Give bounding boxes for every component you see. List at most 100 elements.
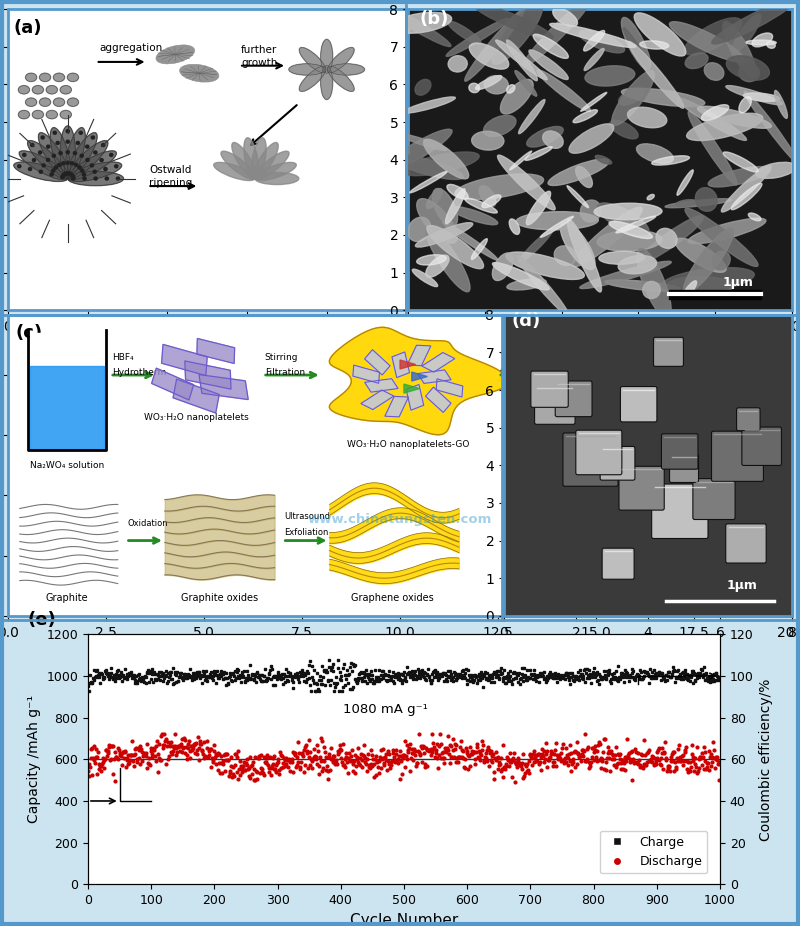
Polygon shape	[601, 371, 624, 382]
Circle shape	[71, 174, 74, 178]
Ellipse shape	[244, 138, 258, 179]
Ellipse shape	[743, 93, 780, 102]
Ellipse shape	[67, 141, 108, 180]
Circle shape	[83, 177, 86, 180]
Discharge	[157, 729, 166, 740]
Ellipse shape	[496, 40, 547, 80]
FancyBboxPatch shape	[555, 381, 592, 417]
Polygon shape	[589, 382, 613, 393]
Discharge	[715, 758, 725, 770]
Y-axis label: Coulombic efficiency/%: Coulombic efficiency/%	[759, 678, 773, 841]
Ellipse shape	[554, 246, 576, 266]
Ellipse shape	[39, 98, 50, 106]
Polygon shape	[392, 352, 410, 378]
X-axis label: Cycle Number: Cycle Number	[350, 913, 458, 926]
Ellipse shape	[524, 0, 591, 66]
Circle shape	[116, 177, 119, 180]
Ellipse shape	[426, 226, 483, 269]
Ellipse shape	[774, 91, 787, 119]
Circle shape	[68, 172, 70, 175]
Ellipse shape	[616, 216, 656, 233]
Circle shape	[70, 162, 74, 165]
Ellipse shape	[567, 186, 589, 207]
Circle shape	[65, 172, 68, 175]
Ellipse shape	[704, 63, 724, 81]
Polygon shape	[404, 384, 420, 393]
Ellipse shape	[26, 73, 37, 81]
Ellipse shape	[255, 162, 296, 181]
Ellipse shape	[448, 56, 467, 72]
Ellipse shape	[156, 44, 194, 64]
Ellipse shape	[609, 221, 652, 239]
Ellipse shape	[702, 105, 729, 120]
Ellipse shape	[410, 171, 447, 193]
Circle shape	[52, 155, 55, 157]
Ellipse shape	[685, 208, 758, 267]
Circle shape	[30, 144, 34, 146]
Ellipse shape	[390, 155, 463, 180]
Text: Oxidation: Oxidation	[127, 519, 168, 528]
Ellipse shape	[548, 159, 609, 185]
Circle shape	[54, 166, 58, 169]
Ellipse shape	[68, 162, 122, 181]
Circle shape	[93, 170, 96, 173]
Ellipse shape	[622, 88, 705, 106]
Ellipse shape	[448, 21, 481, 44]
Ellipse shape	[688, 111, 737, 185]
Ellipse shape	[526, 127, 563, 147]
Polygon shape	[611, 347, 632, 366]
Circle shape	[46, 145, 50, 148]
Circle shape	[39, 170, 42, 173]
Ellipse shape	[60, 126, 75, 179]
Ellipse shape	[465, 198, 498, 213]
Ellipse shape	[685, 53, 708, 69]
Ellipse shape	[415, 222, 473, 247]
Ellipse shape	[612, 70, 654, 125]
FancyBboxPatch shape	[711, 432, 763, 482]
Ellipse shape	[469, 83, 479, 93]
Circle shape	[66, 130, 70, 132]
FancyBboxPatch shape	[576, 431, 622, 475]
Polygon shape	[570, 332, 740, 424]
FancyBboxPatch shape	[737, 407, 760, 431]
Polygon shape	[418, 370, 451, 383]
Text: (d): (d)	[511, 312, 541, 331]
Ellipse shape	[685, 18, 742, 55]
Circle shape	[100, 158, 103, 162]
Ellipse shape	[327, 66, 354, 92]
Circle shape	[86, 145, 89, 148]
Ellipse shape	[471, 239, 487, 259]
Circle shape	[110, 154, 113, 156]
FancyBboxPatch shape	[602, 548, 634, 580]
Ellipse shape	[506, 252, 584, 280]
FancyBboxPatch shape	[534, 385, 575, 424]
Ellipse shape	[766, 42, 775, 48]
Ellipse shape	[32, 85, 43, 94]
Text: WO₃·H₂O nanoplatelets: WO₃·H₂O nanoplatelets	[144, 413, 249, 422]
Polygon shape	[162, 344, 207, 376]
Polygon shape	[652, 377, 674, 385]
Ellipse shape	[501, 80, 533, 114]
Text: (d): (d)	[538, 457, 566, 475]
Ellipse shape	[382, 130, 452, 172]
Ellipse shape	[708, 167, 770, 187]
Ellipse shape	[722, 166, 771, 212]
Ellipse shape	[32, 110, 43, 119]
FancyBboxPatch shape	[670, 455, 698, 482]
Ellipse shape	[492, 253, 514, 281]
Ellipse shape	[498, 155, 555, 210]
Polygon shape	[653, 387, 675, 406]
Ellipse shape	[214, 162, 255, 181]
Ellipse shape	[179, 64, 219, 82]
Circle shape	[62, 162, 65, 165]
Ellipse shape	[623, 28, 649, 69]
Ellipse shape	[470, 43, 509, 69]
Text: ripening: ripening	[150, 178, 193, 188]
Ellipse shape	[515, 70, 537, 96]
Circle shape	[78, 166, 81, 169]
Ellipse shape	[447, 184, 468, 199]
Ellipse shape	[19, 151, 68, 180]
Ellipse shape	[50, 128, 71, 179]
Discharge	[686, 757, 695, 768]
Circle shape	[50, 173, 53, 176]
